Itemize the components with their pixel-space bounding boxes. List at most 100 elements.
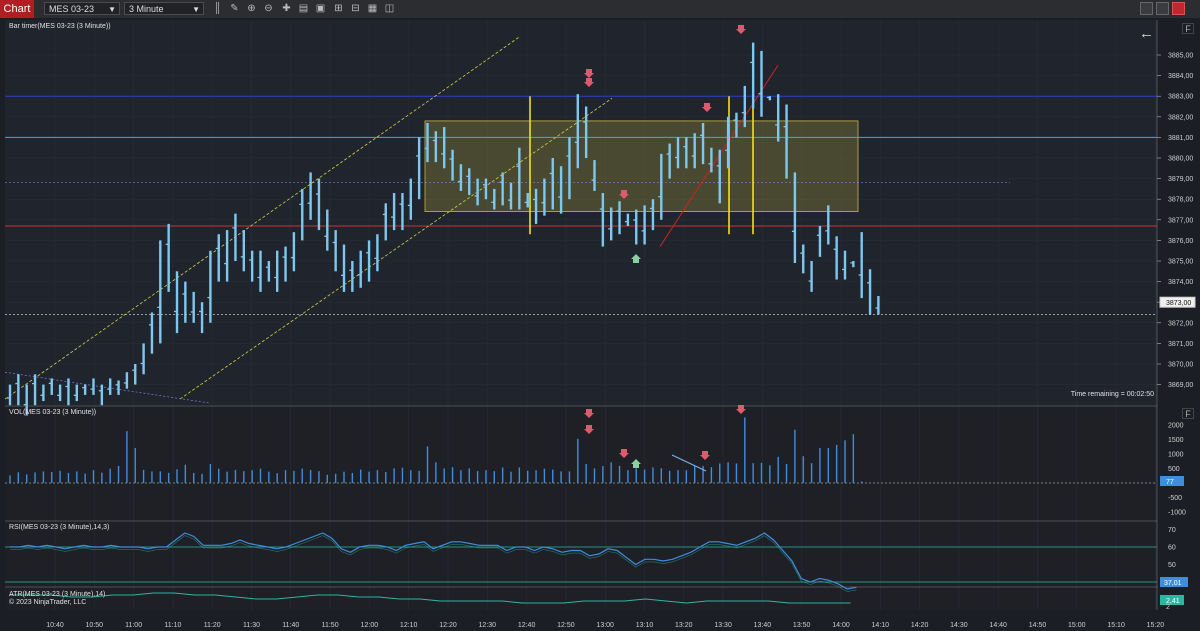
zoom-in-icon[interactable]: ⊕: [247, 3, 256, 14]
price-axis-label: 3881,00: [1168, 135, 1193, 142]
data-box-icon[interactable]: ▦: [367, 3, 378, 14]
arrow-down-icon: [584, 69, 594, 78]
arrow-down-icon: [702, 103, 712, 112]
price-axis-label: 3869,00: [1168, 382, 1193, 389]
rsi-last-label: 37,01: [1164, 580, 1182, 587]
time-axis-label: 15:10: [1107, 622, 1125, 629]
rsi-panel-label: RSI(MES 03-23 (3 Minute),14,3): [9, 524, 110, 531]
snapshot-icon[interactable]: ◫: [384, 3, 395, 14]
time-axis-label: 14:00: [832, 622, 850, 629]
chevron-down-icon: ▼: [192, 5, 200, 14]
zoom-out-icon[interactable]: ⊖: [264, 3, 273, 14]
time-axis-label: 11:40: [282, 622, 299, 629]
volume-axis-label: 1500: [1168, 437, 1184, 444]
time-axis-label: 13:10: [636, 622, 654, 629]
arrow-down-icon: [584, 78, 594, 87]
arrow-down-icon: [736, 405, 746, 414]
atr-last-badge: [1160, 595, 1184, 605]
time-axis-label: 11:10: [164, 622, 181, 629]
time-remaining: Time remaining = 00:02:50: [1070, 391, 1154, 398]
arrow-down-icon: [584, 409, 594, 418]
toolbar: Chart MES 03-23 ▼ 3 Minute ▼ ║ ✎ ⊕ ⊖ ✚ ▤…: [0, 0, 1200, 19]
price-axis-label: 3877,00: [1168, 217, 1193, 224]
arrow-down-icon: [736, 25, 746, 34]
time-axis-label: 11:50: [322, 622, 339, 629]
rsi-average-line: [10, 535, 857, 592]
atr-last-label: 2,41: [1166, 598, 1180, 605]
price-axis-label: 3883,00: [1168, 94, 1193, 101]
rsi-axis-label: 50: [1168, 562, 1176, 569]
price-axis-label: 3874,00: [1168, 279, 1193, 286]
time-axis-label: 12:10: [400, 622, 418, 629]
price-axis-label: 3871,00: [1168, 341, 1193, 348]
time-axis-label: 13:20: [675, 622, 693, 629]
time-axis-label: 10:40: [46, 622, 64, 629]
atr-axis-label: 2: [1166, 604, 1170, 611]
maximize-button[interactable]: [1156, 2, 1169, 15]
time-axis-label: 14:30: [950, 622, 968, 629]
price-axis-label: 3870,00: [1168, 362, 1193, 369]
time-axis-label: 12:50: [557, 622, 575, 629]
chart-canvas[interactable]: 3885,00 3884,00 3883,00 3882,00 3881,00 3880,…: [0, 18, 1200, 631]
time-axis-label: 14:50: [1029, 622, 1047, 629]
arrow-up-icon: [631, 254, 641, 263]
volume-axis-label: 1000: [1168, 451, 1184, 458]
time-axis-label: 11:00: [125, 622, 142, 629]
volume-last-badge: [1160, 476, 1184, 486]
price-panel-label: Bar timer(MES 03-23 (3 Minute)): [9, 23, 111, 30]
price-axis-label: 3872,00: [1168, 320, 1193, 327]
volume-axis-label: -1000: [1168, 510, 1186, 517]
time-axis-label: 14:40: [989, 622, 1007, 629]
time-axis-label: 11:30: [243, 622, 260, 629]
time-axis-label: 12:40: [518, 622, 536, 629]
volume-axis-label: -500: [1168, 495, 1182, 502]
f-button-price[interactable]: F: [1182, 23, 1194, 34]
bar-style-icon[interactable]: ║: [213, 3, 222, 14]
crosshair-icon[interactable]: ✚: [282, 3, 291, 14]
rsi-last-badge: [1160, 577, 1188, 587]
minimize-button[interactable]: [1140, 2, 1153, 15]
trend-line-low: [4, 371, 211, 404]
price-axis-label: 3880,00: [1168, 156, 1193, 163]
arrow-down-icon: [584, 425, 594, 434]
templates-icon[interactable]: ▣: [315, 3, 326, 14]
price-axis-label: 3875,00: [1168, 259, 1193, 266]
instrument-value: MES 03-23: [49, 4, 95, 14]
time-axis-label: 14:10: [872, 622, 890, 629]
properties-icon[interactable]: ▤: [298, 3, 309, 14]
price-axis-label: 3882,00: [1168, 114, 1193, 121]
price-axis-label: 3884,00: [1168, 73, 1193, 80]
time-axis-label: 13:30: [714, 622, 732, 629]
arrow-up-icon: [631, 459, 641, 468]
time-axis-label: 10:50: [86, 622, 104, 629]
chevron-down-icon: ▼: [108, 5, 116, 14]
time-axis-label: 12:00: [361, 622, 379, 629]
interval-selector[interactable]: 3 Minute ▼: [124, 2, 204, 15]
time-axis-label: 13:40: [754, 622, 772, 629]
price-axis-label: 3885,00: [1168, 53, 1193, 60]
rsi-line: [10, 532, 857, 590]
price-axis-label: 3876,00: [1168, 238, 1193, 245]
volume-panel-label: VOL(MES 03-23 (3 Minute)): [9, 409, 97, 416]
time-axis-label: 15:20: [1147, 622, 1165, 629]
interval-value: 3 Minute: [129, 4, 164, 14]
atr-panel-label: ATR(MES 03-23 (3 Minute),14): [9, 591, 106, 598]
time-axis-label: 12:30: [479, 622, 497, 629]
atr-line: [10, 592, 851, 604]
time-axis-label: 13:50: [793, 622, 811, 629]
indicators-icon[interactable]: ⊞: [334, 3, 343, 14]
time-axis-label: 11:20: [204, 622, 221, 629]
chart-tab[interactable]: Chart: [0, 0, 34, 18]
drawing-tool-icon[interactable]: ✎: [230, 3, 239, 14]
instrument-selector[interactable]: MES 03-23 ▼: [44, 2, 120, 15]
arrow-down-icon: [619, 449, 629, 458]
arrow-down-icon: [700, 451, 710, 460]
f-button-volume[interactable]: F: [1182, 408, 1194, 419]
strategies-icon[interactable]: ⊟: [351, 3, 360, 14]
volume-last-label: 77: [1166, 479, 1174, 486]
copyright: © 2023 NinjaTrader, LLC: [9, 599, 87, 606]
last-price-badge: [1159, 296, 1196, 308]
close-button[interactable]: [1172, 2, 1185, 15]
volume-axis-label: 2000: [1168, 422, 1184, 429]
back-arrow-icon[interactable]: ←: [1139, 25, 1154, 42]
